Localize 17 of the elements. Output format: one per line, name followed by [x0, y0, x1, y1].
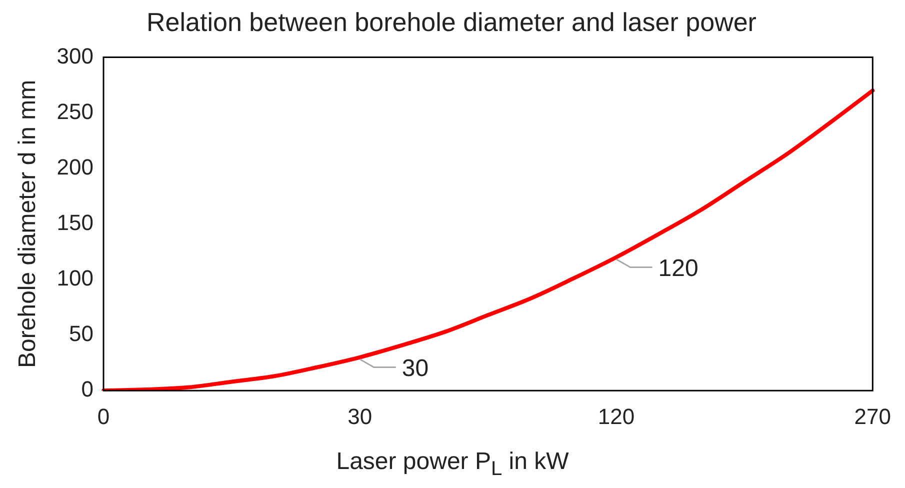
y-tick-label: 50 [69, 321, 94, 346]
chart-title: Relation between borehole diameter and laser power [146, 6, 757, 37]
x-axis-title: Laser power P$_{L}$ in kW [335, 448, 570, 481]
line-series [102, 88, 875, 391]
x-tick-label: 120 [598, 404, 635, 429]
x-tick-label: 270 [854, 404, 892, 429]
x-tick-label: 30 [348, 404, 372, 429]
y-tick-label: 150 [56, 210, 94, 235]
data-label: 30 [402, 354, 429, 382]
y-tick-label: 0 [81, 376, 94, 402]
y-tick-label: 300 [56, 43, 94, 68]
y-axis-title: Borehole diameter d in mm [14, 80, 42, 368]
data-label: 120 [658, 254, 698, 282]
y-tick-label: 250 [56, 98, 94, 124]
x-tick-label: 0 [97, 404, 110, 429]
y-tick-label: 200 [56, 154, 94, 180]
y-tick-label: 100 [56, 266, 94, 291]
